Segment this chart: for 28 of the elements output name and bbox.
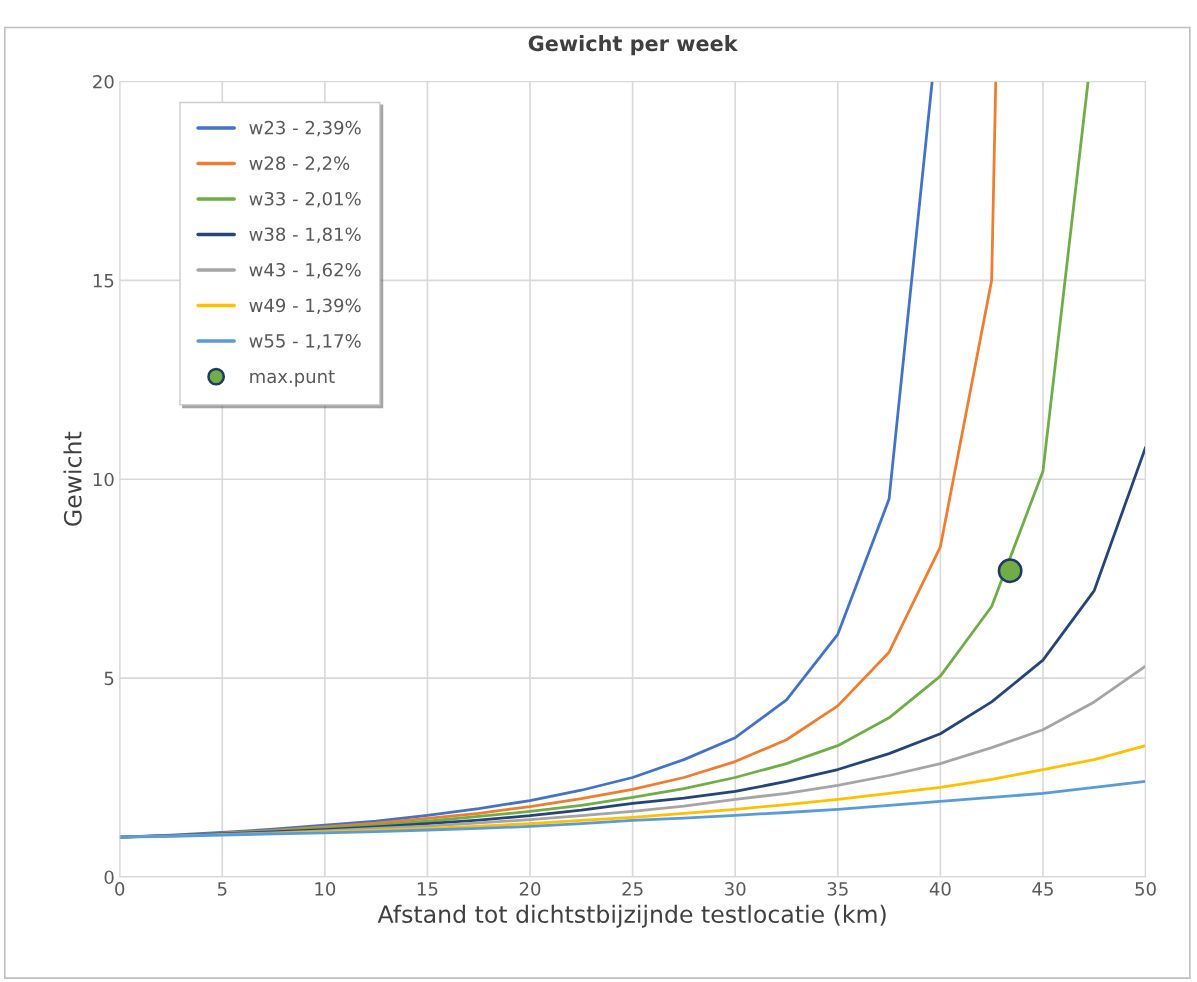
legend-label: w23 - 2,39%: [249, 120, 361, 137]
legend-label: w43 - 1,62%: [249, 262, 361, 279]
y-tick-label: 5: [104, 671, 114, 686]
legend-label: w33 - 2,01%: [249, 191, 361, 208]
legend-label: max.punt: [250, 370, 335, 387]
legend-label: w49 - 1,39%: [249, 298, 361, 314]
x-tick-label: 35: [827, 882, 848, 896]
x-tick-label: 20: [519, 882, 541, 896]
y-tick-label: 10: [93, 472, 114, 487]
line-series: [119, 780, 1146, 839]
x-tick-label: 5: [217, 882, 227, 896]
x-tick-label: 50: [1135, 882, 1156, 896]
x-tick-label: 0: [115, 882, 125, 896]
y-axis-title: Gewicht: [63, 431, 82, 526]
y-tick-label: 0: [104, 870, 114, 885]
legend-label: w55 - 1,17%: [249, 334, 361, 350]
x-tick-label: 45: [1032, 882, 1053, 896]
legend-label: w38 - 1,81%: [249, 227, 361, 243]
x-axis-title: Afstand tot dichtstbijzijnde testlocatie (km): [377, 904, 886, 928]
x-tick-label: 25: [622, 882, 643, 896]
y-tick-label: 20: [93, 74, 114, 89]
x-tick-label: 30: [725, 882, 746, 896]
x-tick-label: 40: [929, 882, 951, 896]
y-tick-label: 15: [93, 274, 114, 288]
chart-title: Gewicht per week: [528, 35, 738, 56]
x-tick-label: 15: [417, 882, 438, 896]
x-tick-label: 10: [315, 882, 336, 896]
legend-label: w28 - 2,2%: [249, 156, 350, 172]
